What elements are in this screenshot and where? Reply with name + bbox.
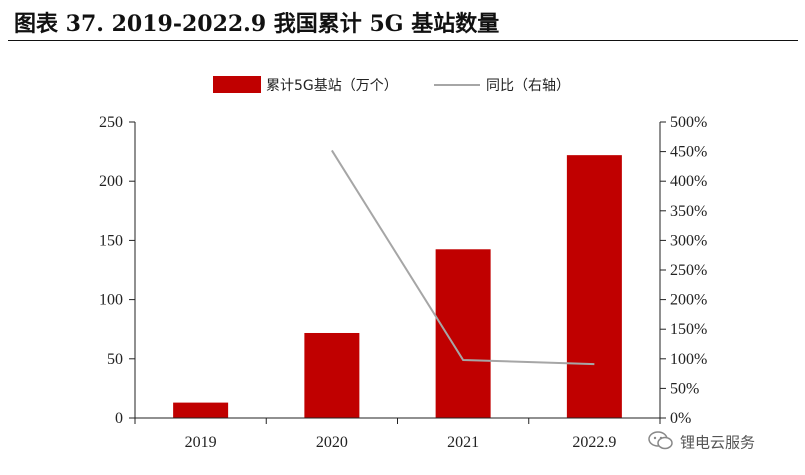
legend-label-line: 同比（右轴） <box>486 78 570 94</box>
y-right-tick-label: 450% <box>670 144 707 161</box>
chart-axes: 0 50 100 150 200 250 0% 50% 100% 150% 200% 250% 300%… <box>99 114 707 451</box>
bar <box>173 402 229 418</box>
wechat-icon <box>648 431 674 455</box>
y-right-tick-label: 300% <box>670 232 707 249</box>
chart-legend: 累计5G基站（万个） 同比（右轴） <box>213 76 570 94</box>
line-series <box>331 149 595 366</box>
title-divider <box>8 40 798 41</box>
watermark: 锂电云服务 <box>648 431 755 455</box>
legend-swatch-bar <box>213 76 261 93</box>
x-tick-label: 2019 <box>185 434 217 451</box>
y-right-tick-label: 400% <box>670 173 707 190</box>
y-right-tick-label: 100% <box>670 351 707 368</box>
bar <box>304 332 360 418</box>
y-left-tick-label: 50 <box>107 351 123 368</box>
y-right-tick-label: 500% <box>670 114 707 131</box>
chart-title: 图表 37. 2019-2022.9 我国累计 5G 基站数量 <box>14 11 500 37</box>
y-right-tick-label: 200% <box>670 292 707 309</box>
y-left-tick-label: 200 <box>99 173 123 190</box>
y-right-tick-label: 50% <box>670 380 699 397</box>
x-tick-label: 2020 <box>316 434 348 451</box>
legend-label-bar: 累计5G基站（万个） <box>266 77 398 94</box>
x-tick-label: 2021 <box>447 434 479 451</box>
x-tick-label: 2022.9 <box>572 434 616 451</box>
bar <box>566 155 622 419</box>
y-left-tick-label: 150 <box>99 232 123 249</box>
y-left-tick-label: 0 <box>115 410 123 427</box>
y-left-tick-label: 250 <box>99 114 123 131</box>
y-left-tick-label: 100 <box>99 292 123 309</box>
y-right-tick-label: 150% <box>670 321 707 338</box>
watermark-text: 锂电云服务 <box>680 433 756 452</box>
bar-series <box>173 155 622 419</box>
y-right-tick-label: 350% <box>670 203 707 220</box>
bar <box>435 249 491 418</box>
y-right-tick-label: 0% <box>670 410 691 427</box>
y-right-tick-label: 250% <box>670 262 707 279</box>
